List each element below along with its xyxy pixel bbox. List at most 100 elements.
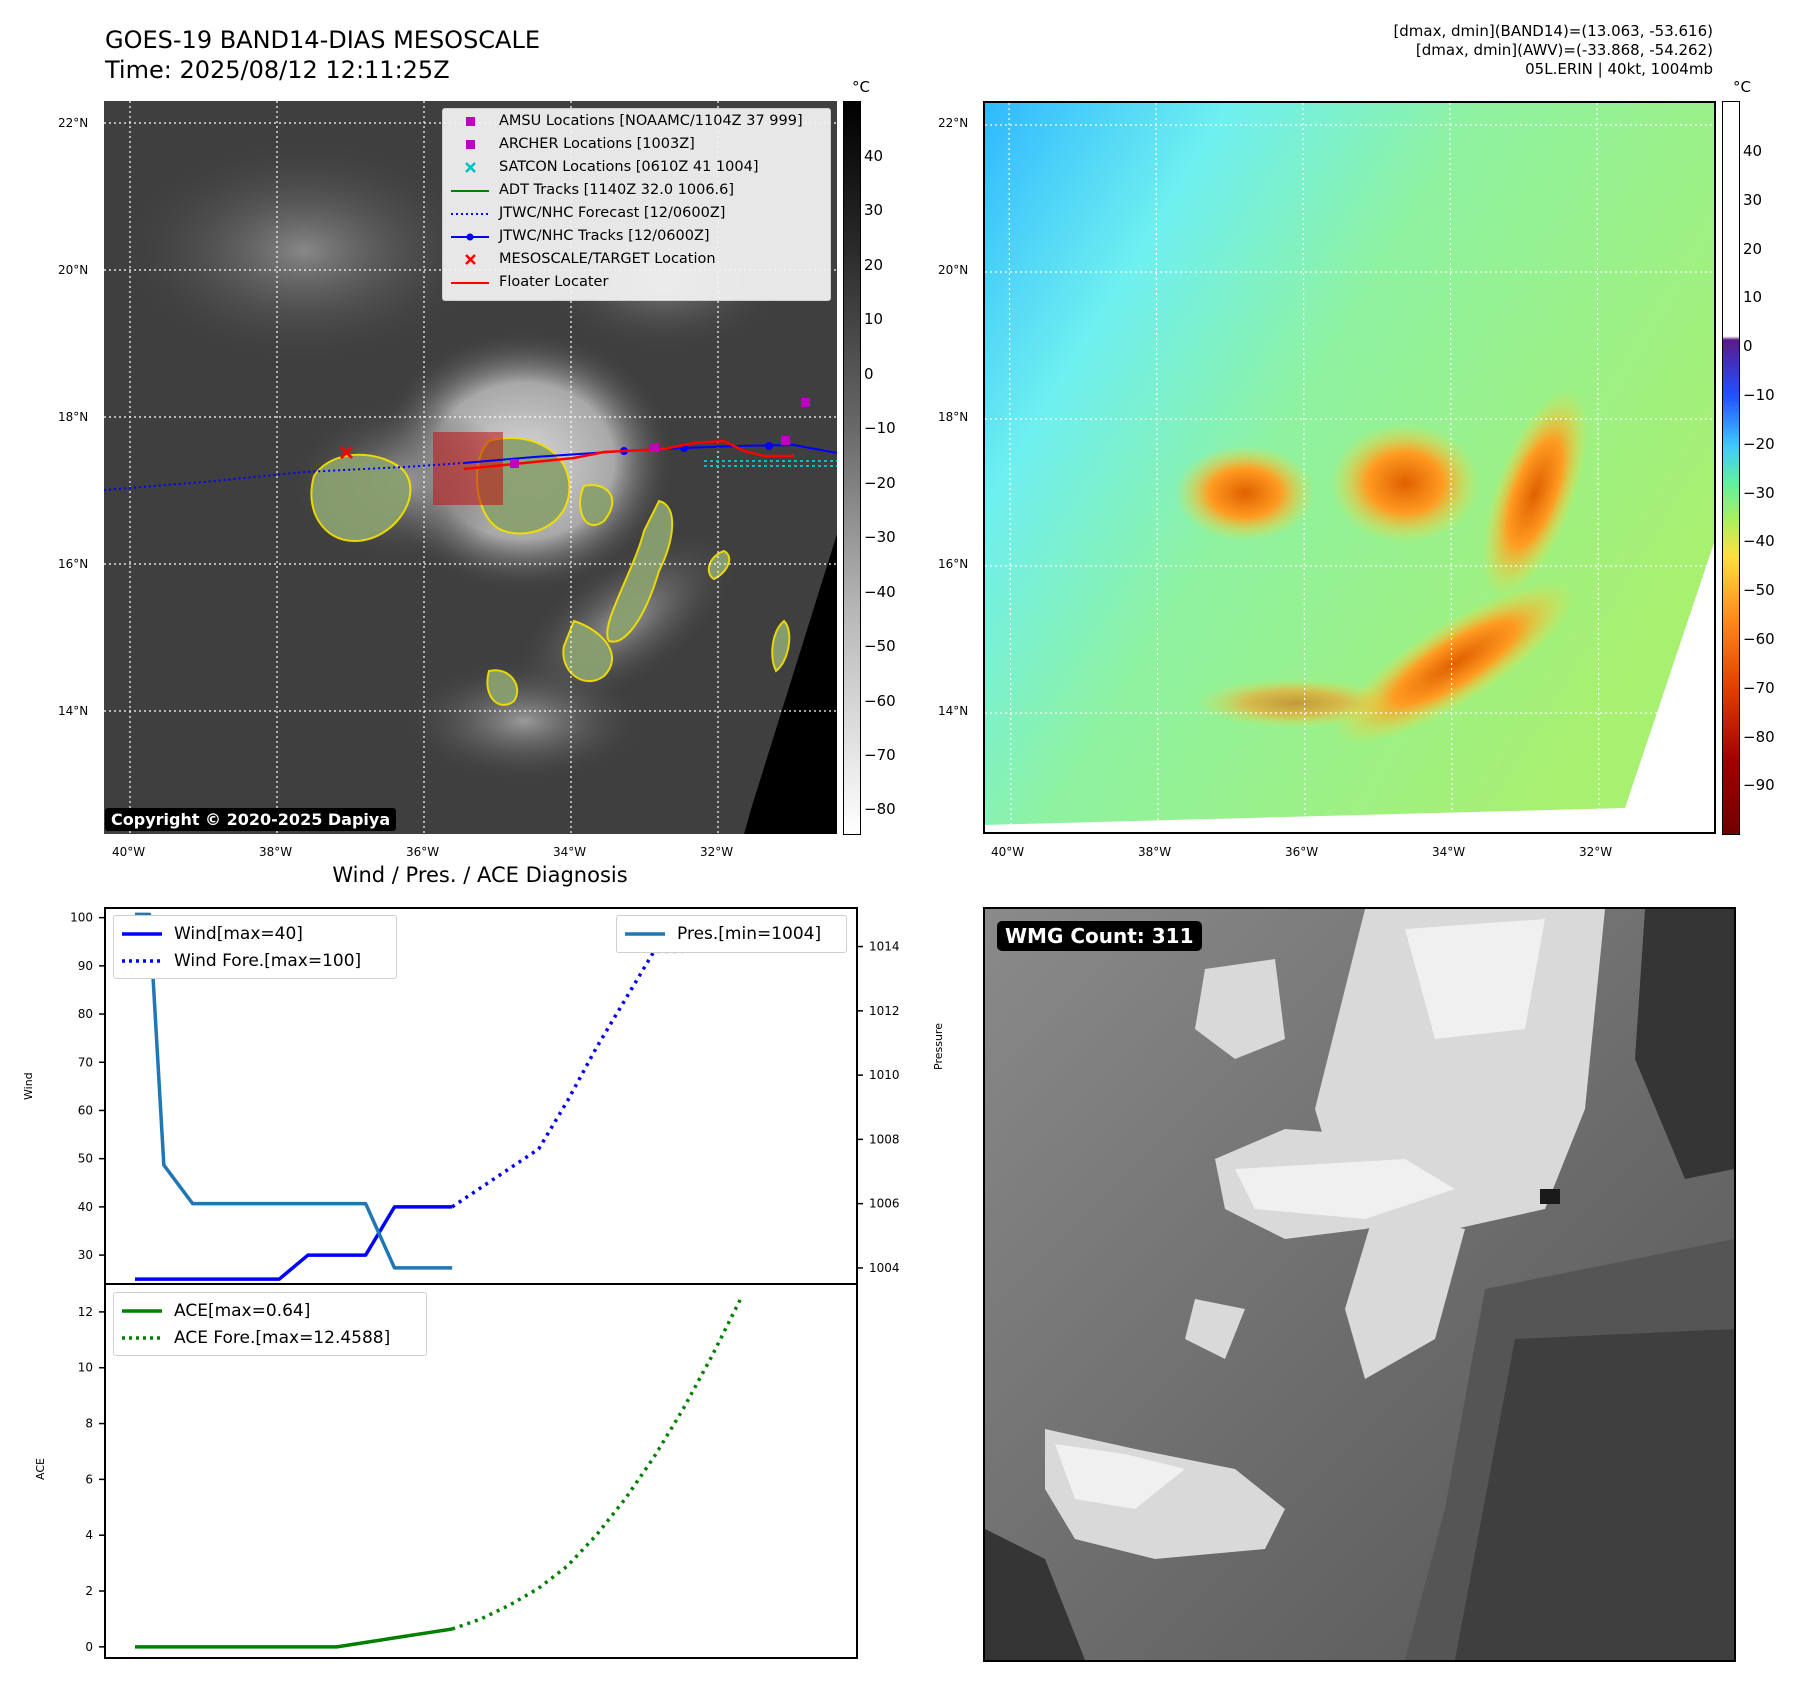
- ir-cb-tick: −80: [864, 800, 896, 818]
- awv-lat-14: 14°N: [938, 704, 969, 718]
- legend-jtwc-forecast-line: [451, 213, 489, 215]
- ir-lon-32: 32°W: [700, 845, 734, 859]
- legend-amsu-marker: [466, 117, 475, 126]
- ir-cb-tick: −30: [864, 528, 896, 546]
- awv-cb-tick: −80: [1743, 728, 1775, 746]
- awv-cb-tick: 40: [1743, 142, 1763, 160]
- ir-lon-40: 40°W: [112, 845, 146, 859]
- legend-adt-line: [451, 190, 489, 192]
- ir-lat-18: 18°N: [58, 410, 89, 424]
- legend-mesoscale-marker: [465, 254, 476, 265]
- awv-lat-18: 18°N: [938, 410, 969, 424]
- awv-colorbar: [1722, 101, 1740, 835]
- y-tick-label: 2: [85, 1584, 93, 1598]
- awv-lon-40: 40°W: [991, 845, 1025, 859]
- plot-frame: [104, 907, 858, 1285]
- ir-cb-tick: 10: [864, 310, 884, 328]
- awv-map-image: [985, 103, 1714, 832]
- awv-cb-tick: −40: [1743, 532, 1775, 550]
- ace-chart: 0 2 4 6 8 10 12: [78, 1283, 858, 1659]
- awv-cb-tick: 20: [1743, 240, 1763, 258]
- ir-cb-tick: 40: [864, 147, 884, 165]
- ir-map-panel: AMSU Locations [NOAAMC/1104Z 37 999] ARC…: [103, 101, 838, 834]
- awv-cb-tick: 10: [1743, 288, 1763, 306]
- awv-colorbar-ticks: 40 30 20 10 0 −10 −20 −30 −40 −50 −60 −7…: [1743, 0, 1797, 1690]
- info-line-band14: [dmax, dmin](BAND14)=(13.063, -53.616): [1393, 22, 1713, 40]
- ir-cb-tick: −70: [864, 746, 896, 764]
- ir-lat-14: 14°N: [58, 704, 89, 718]
- legend-archer-marker: [466, 140, 475, 149]
- ir-colorbar: [843, 101, 861, 835]
- awv-lon-36: 36°W: [1285, 845, 1319, 859]
- legend-jtwc-tracks-line: [451, 233, 489, 241]
- y-tick-label: 0: [85, 1640, 93, 1654]
- ir-cb-tick: 30: [864, 201, 884, 219]
- y-tick-label: 50: [78, 1152, 93, 1166]
- y-tick-label: 6: [85, 1472, 93, 1486]
- wmg-image: [985, 909, 1734, 1660]
- awv-cb-tick: −60: [1743, 630, 1775, 648]
- awv-lon-34: 34°W: [1432, 845, 1466, 859]
- series-line-0: [135, 1627, 453, 1649]
- awv-lon-38: 38°W: [1138, 845, 1172, 859]
- wmg-panel: WMG Count: 311: [983, 907, 1736, 1662]
- info-line-awv: [dmax, dmin](AWV)=(-33.868, -54.262): [1415, 41, 1713, 59]
- ir-cb-tick: −10: [864, 419, 896, 437]
- copyright-label: Copyright © 2020-2025 Dapiya: [105, 808, 397, 831]
- ace-legend: ACE[max=0.64] ACE Fore.[max=12.4588]: [113, 1292, 427, 1356]
- y-tick-label: 10: [78, 1361, 93, 1375]
- ir-lon-38: 38°W: [259, 845, 293, 859]
- ir-cb-tick: −60: [864, 692, 896, 710]
- plot-frame: [104, 1283, 858, 1659]
- awv-cb-tick: −10: [1743, 386, 1775, 404]
- wind-axis-label: Wind: [22, 1072, 35, 1100]
- awv-cb-tick: −30: [1743, 484, 1775, 502]
- ir-lat-20: 20°N: [58, 263, 89, 277]
- pressure-axis-label: Pressure: [932, 1023, 945, 1070]
- ir-cb-tick: −20: [864, 474, 896, 492]
- y-tick-label: 60: [78, 1103, 93, 1117]
- awv-cb-tick: 30: [1743, 191, 1763, 209]
- ir-cb-tick: −40: [864, 583, 896, 601]
- ir-cb-tick: 0: [864, 365, 874, 383]
- awv-colorbar-unit: °C: [1733, 78, 1751, 96]
- series-line-2: [135, 912, 453, 1270]
- ir-lon-36: 36°W: [406, 845, 440, 859]
- awv-cb-tick: −50: [1743, 581, 1775, 599]
- ace-axis-label: ACE: [34, 1458, 47, 1480]
- y-tick-label: 12: [78, 1305, 93, 1319]
- awv-lon-32: 32°W: [1579, 845, 1613, 859]
- series-line-1: [451, 1298, 743, 1631]
- y-tick-label: 30: [78, 1248, 93, 1262]
- wind-legend: Wind[max=40] Wind Fore.[max=100]: [113, 915, 397, 979]
- info-line-storm: 05L.ERIN | 40kt, 1004mb: [1525, 60, 1713, 78]
- legend-floater-line: [451, 282, 489, 284]
- info-block: [dmax, dmin](BAND14)=(13.063, -53.616) […: [1393, 22, 1713, 79]
- ir-cb-tick: 20: [864, 256, 884, 274]
- map-legend: AMSU Locations [NOAAMC/1104Z 37 999] ARC…: [442, 108, 831, 301]
- y-tick-label: 100: [70, 911, 93, 925]
- y-tick-label: 80: [78, 1007, 93, 1021]
- awv-map-panel: [983, 101, 1716, 834]
- y-tick-label: 40: [78, 1200, 93, 1214]
- awv-lat-20: 20°N: [938, 263, 969, 277]
- ir-colorbar-ticks: 40 30 20 10 0 −10 −20 −30 −40 −50 −60 −7…: [864, 0, 924, 1690]
- awv-lat-22: 22°N: [938, 116, 969, 130]
- jtwc-forecast-track: [103, 462, 465, 491]
- figure-title: GOES-19 BAND14-DIAS MESOSCALE: [105, 26, 541, 54]
- target-marker: [339, 445, 354, 460]
- wmg-count-label: WMG Count: 311: [997, 921, 1202, 951]
- series-line-0: [135, 1205, 453, 1281]
- y-tick-label: 4: [85, 1528, 93, 1542]
- ir-cb-tick: −50: [864, 637, 896, 655]
- series-line-1: [451, 916, 713, 1209]
- floater-track: [463, 439, 794, 471]
- ir-lat-22: 22°N: [58, 116, 89, 130]
- ir-lon-34: 34°W: [553, 845, 587, 859]
- awv-cb-tick: 0: [1743, 337, 1753, 355]
- ir-lat-16: 16°N: [58, 557, 89, 571]
- pressure-legend: Pres.[min=1004]: [616, 915, 847, 953]
- y-tick-label: 70: [78, 1055, 93, 1069]
- amsu-markers: [510, 398, 810, 468]
- awv-cb-tick: −90: [1743, 776, 1775, 794]
